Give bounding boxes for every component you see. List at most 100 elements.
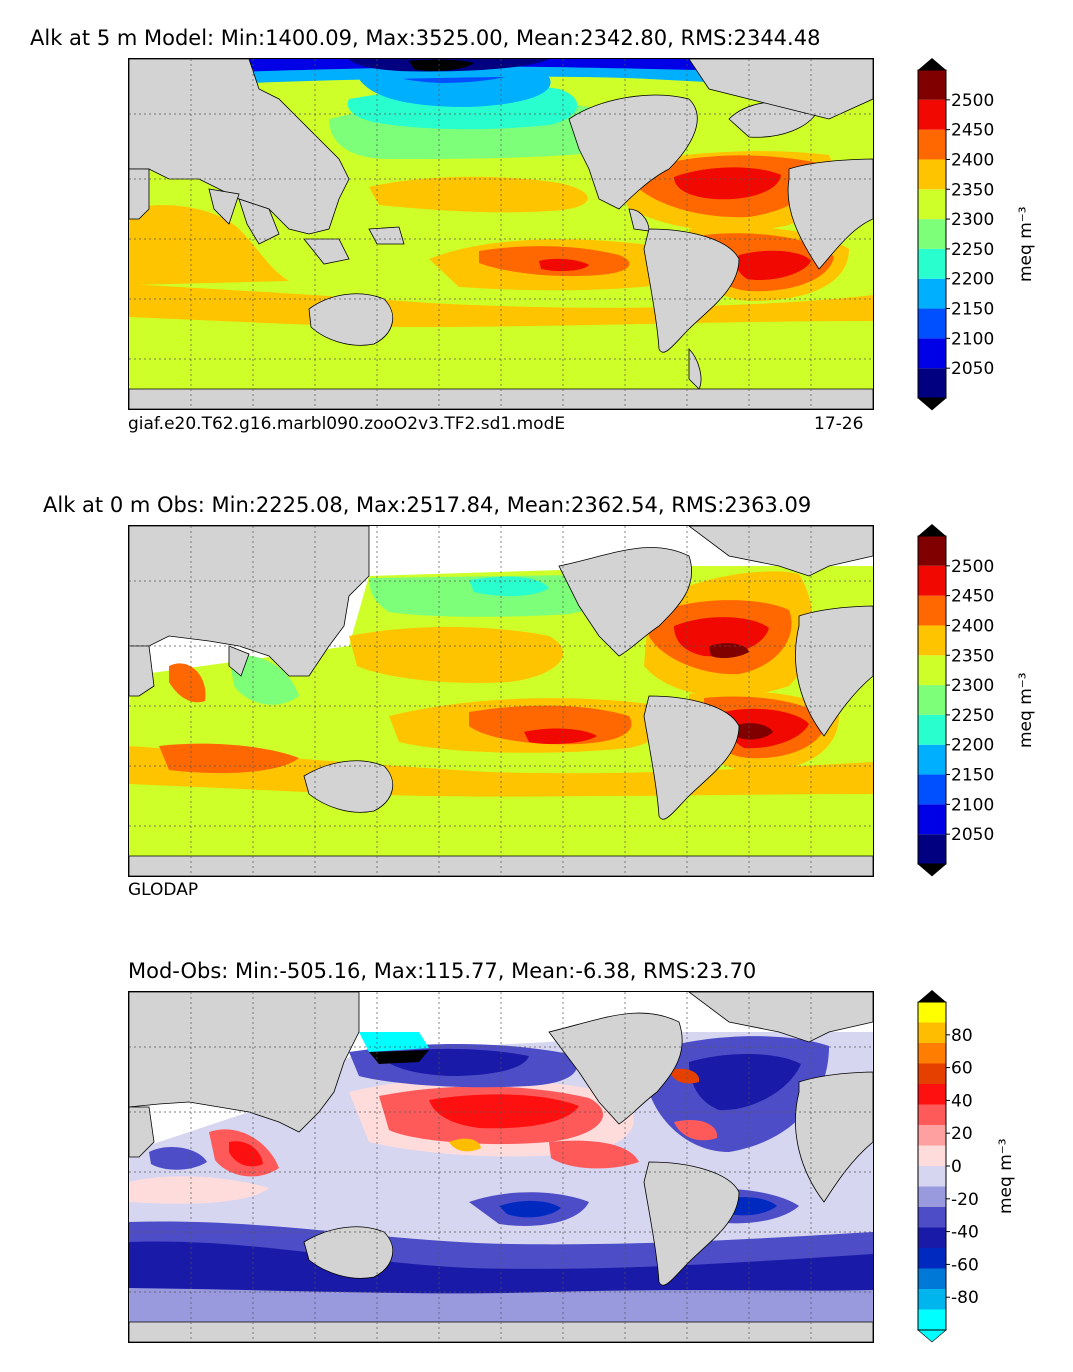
colorbar-swatch: [918, 714, 946, 745]
colorbar-diff-svg: -80 -60 -40 -20 0 20 40 60 80: [917, 990, 979, 1343]
colorbar-swatch: [918, 159, 946, 190]
colorbar-frame: [917, 69, 947, 399]
colorbar-swatch: [918, 129, 946, 160]
colorbar-swatch: [918, 1022, 946, 1043]
colorbar-swatch: [918, 1207, 946, 1228]
colorbar-tick-label: 2300: [951, 210, 994, 230]
colorbar-swatch: [918, 1104, 946, 1125]
colorbar-swatch: [918, 219, 946, 249]
colorbar-swatch: [918, 248, 946, 279]
contour-2500-satl: [734, 723, 773, 740]
colorbar-swatch: [918, 1227, 946, 1248]
colorbar-diff: -80 -60 -40 -20 0 20 40 60 80: [917, 990, 979, 1343]
map-panel-diff: [128, 991, 874, 1343]
colorbar-unit-diff: meq m⁻³: [996, 1138, 1016, 1214]
colorbar-swatch: [918, 1186, 946, 1207]
colorbar-tick-label: 2400: [951, 616, 994, 636]
contour-neg80-arctic: [359, 1032, 429, 1052]
colorbar-extend-under: [917, 863, 947, 877]
contour-2500-natl: [709, 643, 749, 659]
colorbar-tick-label: -60: [951, 1255, 979, 1275]
contour-arctic-deep: [129, 59, 873, 75]
contour-pos40-npac: [429, 1094, 579, 1129]
colorbar-model-svg: 2050 2100 2150 2200 2250 2300 2350 2400 2450 2500: [917, 58, 994, 411]
colorbar-model: 2050 2100 2150 2200 2250 2300 2350 2400 2450 2500: [917, 58, 994, 411]
contour-black-pool: [409, 59, 474, 71]
contour-2450-spac: [539, 258, 589, 272]
colorbar-tick-label: 2200: [951, 736, 994, 756]
colorbar-swatch: [918, 278, 946, 309]
colorbar-extend-under: [917, 1329, 947, 1343]
map-panel-model: [128, 58, 874, 410]
colorbar-swatch: [918, 685, 946, 715]
colorbar-swatch: [918, 1309, 946, 1330]
colorbar-tick-label: -80: [951, 1288, 979, 1308]
colorbar-swatch: [918, 1289, 946, 1310]
colorbar-tick-label: 2150: [951, 300, 994, 320]
map-diff: [129, 992, 873, 1342]
colorbar-obs-svg: 2050 2100 2150 2200 2250 2300 2350 2400 2450 2500: [917, 524, 994, 877]
colorbar-swatch: [918, 1166, 946, 1187]
colorbar-tick-label: 2100: [951, 329, 994, 349]
contour-black-min: [369, 1050, 429, 1064]
panel-title-model: Alk at 5 m Model: Min:1400.09, Max:3525.…: [30, 26, 821, 50]
colorbar-swatch: [918, 774, 946, 805]
colorbar-swatch: [918, 1002, 946, 1023]
colorbar-tick-label: 2150: [951, 766, 994, 786]
colorbar-swatch: [918, 99, 946, 130]
contour-2350-indian: [129, 205, 289, 285]
colorbar-tick-label: 60: [951, 1059, 973, 1079]
contour-2400-indian: [169, 663, 206, 703]
colorbar-swatch: [918, 625, 946, 656]
graticule: [129, 526, 873, 876]
map-model: [129, 59, 873, 409]
colorbar-swatch: [918, 189, 946, 220]
panel-title-diff: Mod-Obs: Min:-505.16, Max:115.77, Mean:-…: [128, 959, 757, 983]
colorbar-tick-label: 2500: [951, 91, 994, 111]
contour-2450-spac: [524, 728, 597, 744]
contour-2450-natl: [674, 167, 781, 200]
contour-pos20-carib: [674, 1119, 718, 1141]
colorbar-swatch: [918, 595, 946, 626]
colorbar-tick-label: 20: [951, 1124, 973, 1144]
colorbar-tick-label: 40: [951, 1091, 973, 1111]
colorbar-extend-over: [918, 58, 946, 70]
colorbar-unit-model: meq m⁻³: [1016, 206, 1036, 282]
contour-2450-natl: [674, 617, 769, 657]
contour-neg40-natl: [689, 1053, 801, 1111]
colorbar-tick-label: 2350: [951, 646, 994, 666]
colorbar-swatch: [918, 338, 946, 369]
colorbar-swatch: [918, 1145, 946, 1166]
colorbar-obs: 2050 2100 2150 2200 2250 2300 2350 2400 2450 2500: [917, 524, 994, 877]
colorbar-swatch: [918, 70, 946, 100]
colorbar-tick-label: 2200: [951, 270, 994, 290]
colorbar-tick-label: 0: [951, 1157, 962, 1177]
graticule: [129, 59, 873, 409]
colorbar-swatch: [918, 536, 946, 566]
contour-2250-npac: [469, 576, 549, 597]
colorbar-tick-label: 2250: [951, 706, 994, 726]
colorbar-swatch: [918, 1084, 946, 1105]
contour-pos20-pac-eq: [549, 1140, 639, 1169]
colorbar-tick-label: 2500: [951, 557, 994, 577]
colorbar-extend-over: [918, 524, 946, 536]
colorbar-tick-label: 2350: [951, 180, 994, 200]
colorbar-tick-label: 80: [951, 1026, 973, 1046]
contour-neg20-indian: [149, 1147, 207, 1170]
colorbar-tick-label: 2400: [951, 150, 994, 170]
footer-case-name: giaf.e20.T62.g16.marbl090.zooO2v3.TF2.sd…: [128, 414, 566, 434]
contour-pos0-indian: [129, 1176, 269, 1204]
colorbar-tick-label: 2050: [951, 825, 994, 845]
contour-pos60-npac: [449, 1138, 481, 1152]
colorbar-frame: [917, 535, 947, 865]
map-panel-obs: [128, 525, 874, 877]
colorbar-tick-label: 2450: [951, 587, 994, 607]
colorbar-tick-label: 2300: [951, 676, 994, 696]
contour-2450-satl: [736, 250, 811, 281]
colorbar-swatch: [918, 834, 946, 864]
colorbar-tick-label: 2450: [951, 121, 994, 141]
contour-2350-npac: [349, 627, 564, 683]
map-obs: [129, 526, 873, 876]
contour-pos40-indian: [229, 1141, 263, 1167]
colorbar-swatch: [918, 744, 946, 775]
